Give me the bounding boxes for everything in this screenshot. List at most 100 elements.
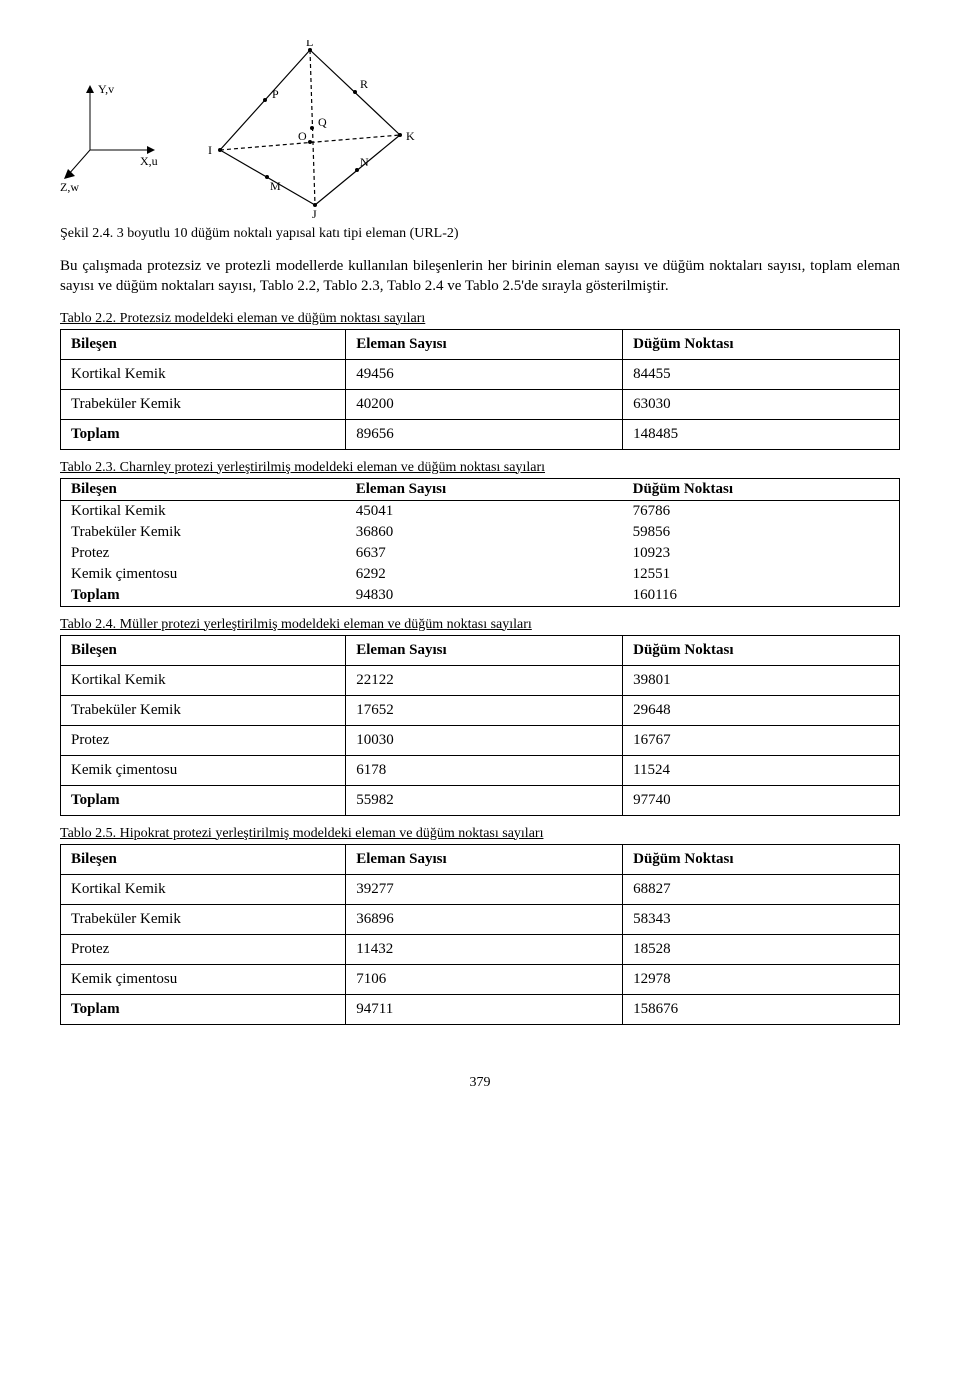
axis-z-label: Z,w xyxy=(60,180,79,194)
col-bilesen: Bileşen xyxy=(61,844,346,874)
table25: Bileşen Eleman Sayısı Düğüm Noktası Kort… xyxy=(60,844,900,1025)
table-row: Toplam5598297740 xyxy=(61,785,900,815)
table24: Bileşen Eleman Sayısı Düğüm Noktası Kort… xyxy=(60,635,900,816)
table-cell: 89656 xyxy=(346,419,623,449)
col-bilesen: Bileşen xyxy=(61,329,346,359)
table-row: Protez1143218528 xyxy=(61,934,900,964)
node-R: R xyxy=(360,77,368,91)
table-cell: 6178 xyxy=(346,755,623,785)
table-cell: Kortikal Kemik xyxy=(61,359,346,389)
col-dugum: Düğüm Noktası xyxy=(623,635,900,665)
table-cell: 39277 xyxy=(346,874,623,904)
table-cell: 12978 xyxy=(623,964,900,994)
table-cell: 29648 xyxy=(623,695,900,725)
table-header-row: Bileşen Eleman Sayısı Düğüm Noktası xyxy=(61,329,900,359)
table-cell: 94830 xyxy=(346,585,623,607)
table-row: Toplam89656148485 xyxy=(61,419,900,449)
table-cell: 76786 xyxy=(623,500,900,522)
table-cell: 17652 xyxy=(346,695,623,725)
table22-caption: Tablo 2.2. Protezsiz modeldeki eleman ve… xyxy=(60,311,900,327)
table-header-row: Bileşen Eleman Sayısı Düğüm Noktası xyxy=(61,635,900,665)
table-cell: 10923 xyxy=(623,543,900,564)
node-M: M xyxy=(270,179,281,193)
axis-x-label: X,u xyxy=(140,154,158,168)
table-cell: Protez xyxy=(61,725,346,755)
table-row: Trabeküler Kemik4020063030 xyxy=(61,389,900,419)
table-cell: 18528 xyxy=(623,934,900,964)
table-row: Trabeküler Kemik3689658343 xyxy=(61,904,900,934)
table-cell: Protez xyxy=(61,934,346,964)
table-cell: Trabeküler Kemik xyxy=(61,389,346,419)
node-O: O xyxy=(298,129,307,143)
table-cell: 63030 xyxy=(623,389,900,419)
node-N: N xyxy=(360,155,369,169)
node-L: L xyxy=(306,40,313,49)
table-cell: 58343 xyxy=(623,904,900,934)
table23: Bileşen Eleman Sayısı Düğüm Noktası Kort… xyxy=(60,478,900,607)
table-cell: 11432 xyxy=(346,934,623,964)
table-cell: Kortikal Kemik xyxy=(61,500,346,522)
table-row: Toplam94830160116 xyxy=(61,585,900,607)
table-row: Protez663710923 xyxy=(61,543,900,564)
col-eleman: Eleman Sayısı xyxy=(346,478,623,500)
table-row: Kortikal Kemik3927768827 xyxy=(61,874,900,904)
table-cell: 94711 xyxy=(346,994,623,1024)
table-cell: 39801 xyxy=(623,665,900,695)
table-row: Kemik çimentosu617811524 xyxy=(61,755,900,785)
table-cell: Kemik çimentosu xyxy=(61,564,346,585)
table-cell: 40200 xyxy=(346,389,623,419)
table-cell: 10030 xyxy=(346,725,623,755)
table-cell: Kortikal Kemik xyxy=(61,665,346,695)
table-cell: 49456 xyxy=(346,359,623,389)
table-cell: 6292 xyxy=(346,564,623,585)
table-row: Kortikal Kemik2212239801 xyxy=(61,665,900,695)
table-cell: 36896 xyxy=(346,904,623,934)
col-bilesen: Bileşen xyxy=(61,635,346,665)
table-cell: 160116 xyxy=(623,585,900,607)
table22: Bileşen Eleman Sayısı Düğüm Noktası Kort… xyxy=(60,329,900,450)
node-P: P xyxy=(272,87,279,101)
axis-y-label: Y,v xyxy=(98,82,114,96)
tetra-element-diagram: L P R O Q K I M N J xyxy=(200,40,430,220)
table-row: Kortikal Kemik4945684455 xyxy=(61,359,900,389)
table-cell: 59856 xyxy=(623,522,900,543)
table23-caption: Tablo 2.3. Charnley protezi yerleştirilm… xyxy=(60,460,900,476)
table-cell: Trabeküler Kemik xyxy=(61,904,346,934)
col-eleman: Eleman Sayısı xyxy=(346,329,623,359)
table-row: Kemik çimentosu710612978 xyxy=(61,964,900,994)
table-row: Toplam94711158676 xyxy=(61,994,900,1024)
axes-diagram: Y,v X,u Z,w xyxy=(60,65,170,195)
table-cell: Toplam xyxy=(61,585,346,607)
table-row: Kemik çimentosu629212551 xyxy=(61,564,900,585)
table-cell: 7106 xyxy=(346,964,623,994)
table-cell: 22122 xyxy=(346,665,623,695)
table-row: Trabeküler Kemik1765229648 xyxy=(61,695,900,725)
col-bilesen: Bileşen xyxy=(61,478,346,500)
table-header-row: Bileşen Eleman Sayısı Düğüm Noktası xyxy=(61,478,900,500)
node-K: K xyxy=(406,129,415,143)
table-header-row: Bileşen Eleman Sayısı Düğüm Noktası xyxy=(61,844,900,874)
table-row: Trabeküler Kemik3686059856 xyxy=(61,522,900,543)
node-Q: Q xyxy=(318,115,327,129)
col-dugum: Düğüm Noktası xyxy=(623,478,900,500)
col-eleman: Eleman Sayısı xyxy=(346,635,623,665)
table-cell: Toplam xyxy=(61,419,346,449)
table-cell: 12551 xyxy=(623,564,900,585)
table-cell: 97740 xyxy=(623,785,900,815)
table-cell: Kemik çimentosu xyxy=(61,755,346,785)
body-paragraph: Bu çalışmada protezsiz ve protezli model… xyxy=(60,256,900,297)
table-cell: 36860 xyxy=(346,522,623,543)
table-cell: Protez xyxy=(61,543,346,564)
table-cell: 45041 xyxy=(346,500,623,522)
table-cell: Trabeküler Kemik xyxy=(61,522,346,543)
table-cell: 11524 xyxy=(623,755,900,785)
page-number: 379 xyxy=(60,1075,900,1091)
table-cell: Kemik çimentosu xyxy=(61,964,346,994)
table-cell: 16767 xyxy=(623,725,900,755)
table-cell: Kortikal Kemik xyxy=(61,874,346,904)
table-cell: 148485 xyxy=(623,419,900,449)
table-cell: 6637 xyxy=(346,543,623,564)
node-J: J xyxy=(312,207,317,220)
col-eleman: Eleman Sayısı xyxy=(346,844,623,874)
table-cell: 55982 xyxy=(346,785,623,815)
